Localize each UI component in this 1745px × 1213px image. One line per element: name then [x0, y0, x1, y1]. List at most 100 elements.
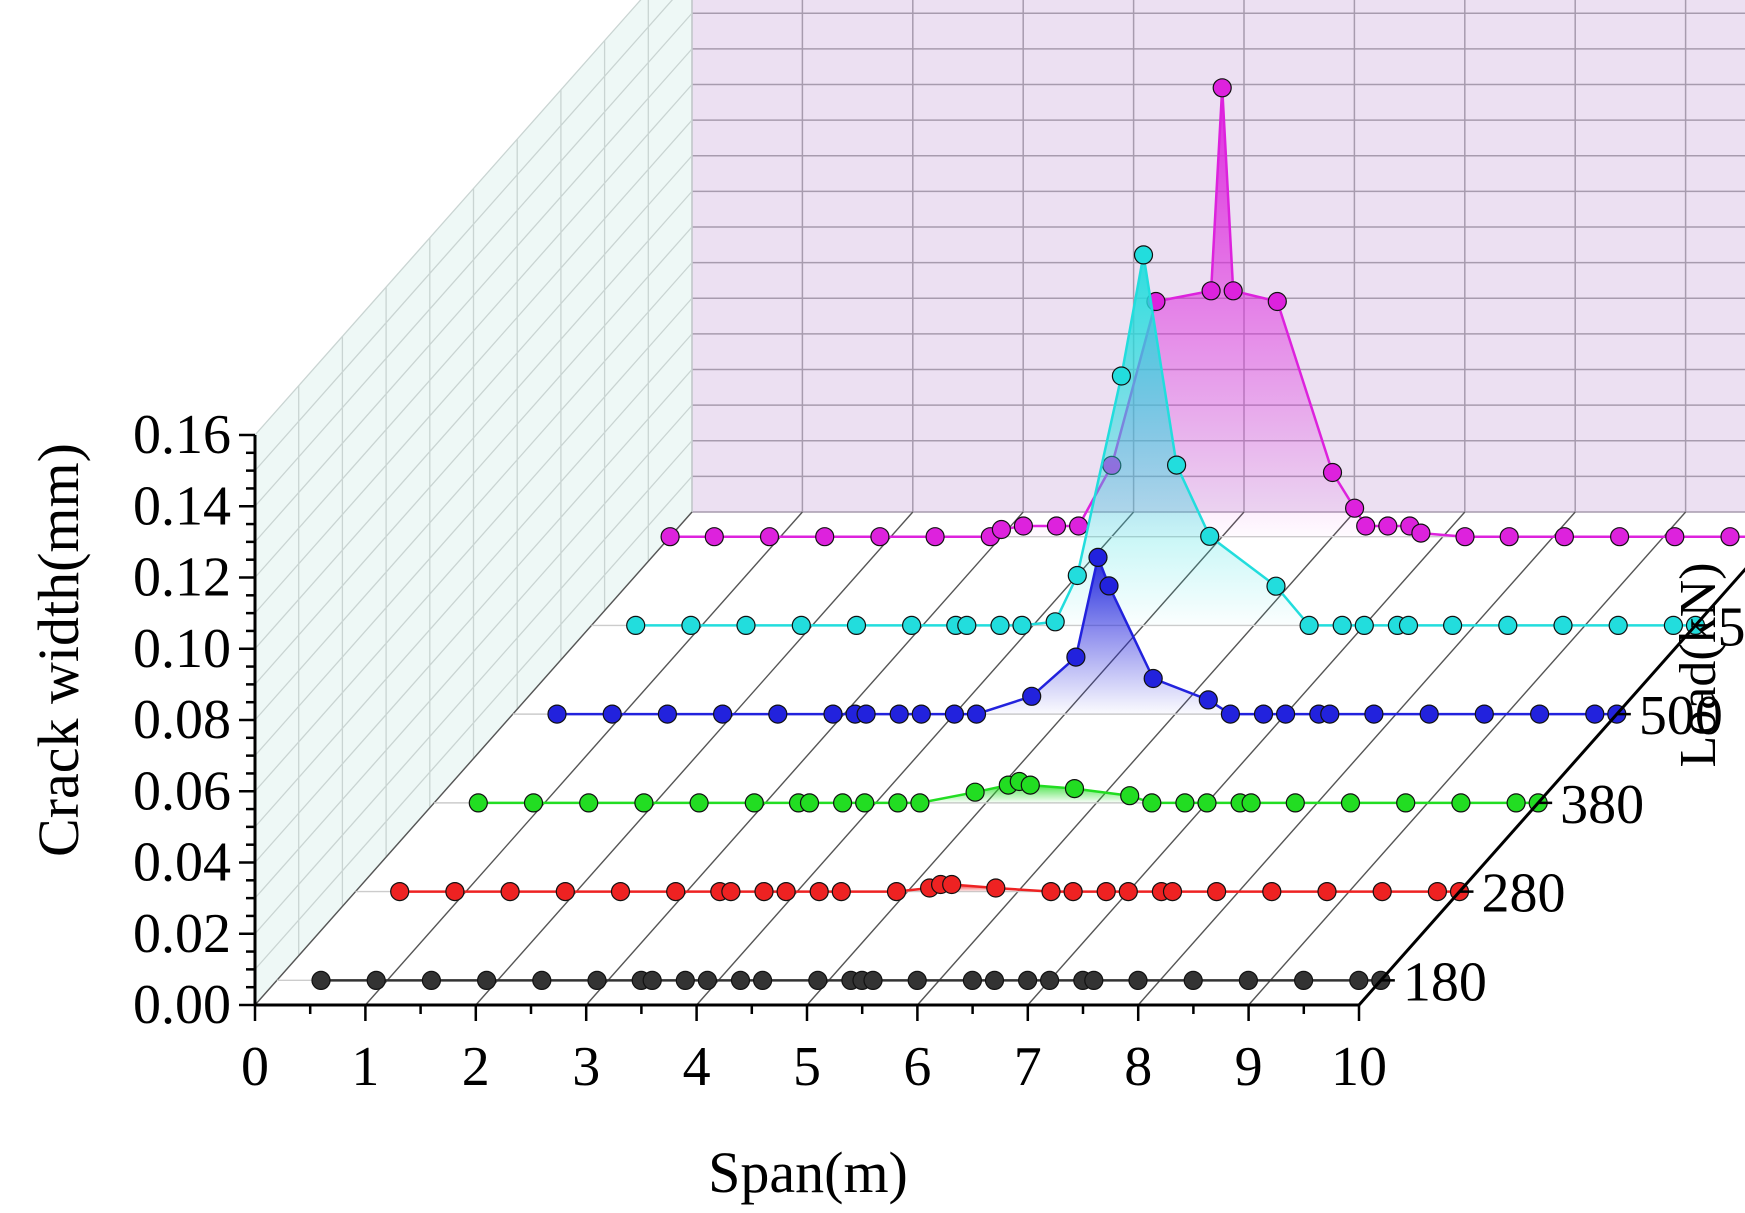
data-point-580 [846, 615, 867, 636]
data-point-500 [1364, 704, 1384, 724]
data-point-280 [1162, 881, 1183, 902]
y-tick-label: 0.08 [133, 689, 231, 751]
data-point-280 [721, 881, 741, 902]
data-point-680 [1499, 527, 1519, 547]
data-point-380 [855, 793, 875, 813]
data-point-500 [1198, 690, 1218, 710]
data-point-280 [942, 874, 962, 895]
data-point-180 [752, 970, 773, 991]
floor-depth-grid [585, 511, 1024, 1006]
data-point-280 [500, 881, 520, 902]
y-tick-label: 0.00 [133, 974, 231, 1036]
floor-depth-grid [475, 511, 914, 1006]
data-point-580 [1354, 615, 1374, 636]
data-point-180 [984, 970, 1005, 991]
data-point-680 [1322, 462, 1343, 483]
floor-depth-grid [364, 511, 803, 1006]
data-point-500 [1066, 647, 1086, 667]
data-point-680 [1665, 527, 1685, 547]
data-point-180 [962, 970, 983, 991]
z-axis-title: Load(kN) [1670, 562, 1727, 767]
data-point-500 [1099, 576, 1119, 596]
data-point-680 [1554, 527, 1575, 547]
data-point-500 [1143, 668, 1163, 689]
x-axis-title: Span(m) [708, 1140, 908, 1205]
y-tick-label: 0.14 [133, 475, 231, 537]
data-point-380 [468, 793, 488, 813]
data-point-580 [1266, 576, 1286, 596]
chart-walls [254, 0, 1745, 1006]
data-point-380 [744, 793, 764, 813]
data-point-580 [1398, 615, 1419, 636]
data-point-680 [1344, 498, 1365, 518]
data-point-380 [523, 793, 544, 813]
data-point-680 [704, 527, 724, 547]
x-tick-label: 10 [1331, 1036, 1387, 1098]
data-point-280 [1096, 881, 1116, 902]
data-point-580 [1200, 526, 1220, 546]
data-point-380 [1451, 793, 1471, 813]
data-point-280 [666, 881, 686, 902]
data-point-580 [1608, 615, 1628, 636]
y-axis-title: Crack width(mm) [26, 443, 91, 857]
data-point-680 [1378, 516, 1398, 536]
data-point-280 [1372, 881, 1392, 902]
data-point-280 [831, 881, 851, 902]
series-280 [390, 874, 1470, 902]
data-point-280 [1427, 881, 1448, 902]
data-point-180 [907, 970, 927, 991]
data-point-500 [889, 704, 909, 724]
y-tick-label: 0.04 [133, 832, 231, 894]
data-point-380 [1175, 793, 1195, 813]
data-point-680 [1356, 516, 1376, 536]
data-point-280 [445, 881, 465, 902]
data-point-680 [925, 527, 945, 547]
data-point-580 [1133, 245, 1154, 265]
z-tick-label: 280 [1482, 863, 1566, 925]
data-point-280 [1063, 881, 1083, 902]
x-tick-label: 5 [793, 1036, 821, 1098]
data-point-680 [815, 527, 835, 547]
data-point-500 [1253, 704, 1274, 724]
data-point-280 [1262, 881, 1282, 902]
y-tick-label: 0.06 [133, 760, 231, 822]
data-point-380 [910, 793, 930, 813]
data-point-180 [642, 970, 662, 991]
data-point-380 [1241, 793, 1261, 813]
data-point-180 [366, 970, 386, 991]
data-point-380 [888, 793, 908, 813]
data-point-380 [1142, 793, 1162, 813]
data-point-580 [1442, 615, 1463, 636]
data-point-280 [986, 878, 1006, 898]
data-point-180 [1293, 970, 1314, 991]
data-point-580 [990, 615, 1010, 636]
z-tick-label: 180 [1403, 951, 1487, 1013]
data-point-500 [856, 704, 876, 724]
x-tick-label: 9 [1235, 1036, 1263, 1098]
data-point-280 [754, 881, 774, 902]
chart-labels: Span(m) Crack width(mm) Load(kN) [26, 443, 1727, 1205]
floor-depth-grid [696, 511, 1135, 1006]
data-point-380 [832, 793, 853, 813]
series-area-580 [635, 254, 1696, 626]
x-tick-label: 6 [903, 1036, 931, 1098]
data-point-580 [791, 615, 811, 636]
series-layer [311, 78, 1745, 991]
data-point-500 [768, 704, 788, 724]
data-point-500 [1419, 704, 1439, 724]
floor-depth-grid [1137, 511, 1576, 1006]
data-point-180 [421, 970, 441, 991]
data-point-680 [1201, 281, 1221, 301]
x-tick-label: 4 [683, 1036, 711, 1098]
data-point-580 [1166, 455, 1187, 475]
data-point-680 [991, 519, 1012, 540]
data-point-680 [1411, 523, 1431, 543]
data-point-180 [697, 970, 718, 991]
z-tick-label: 580 [1717, 596, 1745, 658]
data-point-500 [657, 704, 678, 724]
data-point-180 [730, 970, 751, 991]
data-point-180 [863, 970, 883, 991]
data-point-680 [1212, 78, 1232, 98]
data-point-280 [809, 881, 829, 902]
